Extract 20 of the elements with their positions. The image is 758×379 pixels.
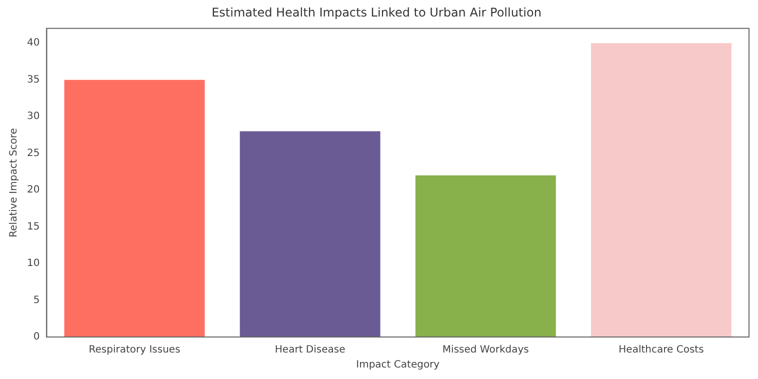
y-tick-label: 30 [26,111,40,122]
bar [240,131,380,337]
y-tick-label: 0 [33,332,40,343]
bar [64,80,205,337]
y-tick-label: 20 [26,184,40,196]
x-axis-title: Impact Category [356,360,440,371]
y-tick-label: 15 [26,221,40,232]
x-tick-label: Heart Disease [274,344,346,356]
y-tick-label: 5 [33,294,40,306]
y-tick-label: 40 [26,38,40,49]
y-tick-label: 10 [26,258,40,270]
bar [590,43,732,337]
y-tick-label: 35 [26,74,40,86]
bar [415,175,556,337]
y-tick-label: 25 [26,148,40,159]
x-tick-label: Healthcare Costs [618,344,704,356]
x-tick-label: Missed Workdays [442,344,529,356]
x-tick-label: Respiratory Issues [88,344,180,356]
y-axis-title: Relative Impact Score [8,128,20,238]
chart-title: Estimated Health Impacts Linked to Urban Air Pollution [212,5,542,20]
